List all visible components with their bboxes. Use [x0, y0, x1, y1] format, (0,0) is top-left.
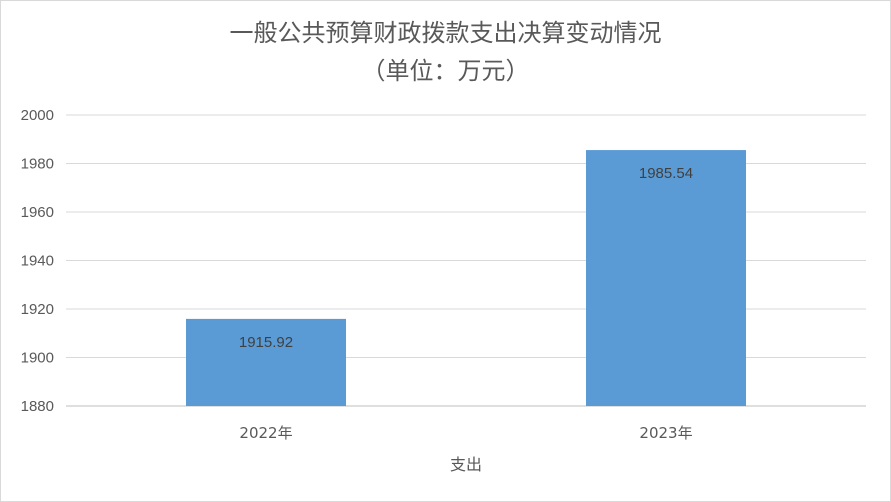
bars [186, 150, 746, 406]
y-tick-label: 1980 [21, 156, 54, 173]
y-tick-label: 1880 [21, 398, 54, 415]
data-labels: 1915.92 1985.54 [239, 165, 693, 351]
y-tick-label: 1900 [21, 350, 54, 367]
y-tick-label: 2000 [21, 107, 54, 124]
chart-title: 一般公共预算财政拨款支出决算变动情况 [229, 19, 662, 47]
x-axis-categories: 2022年 2023年 [239, 424, 692, 442]
bar [586, 150, 746, 406]
data-label: 1915.92 [239, 334, 293, 351]
bar [186, 318, 346, 406]
y-tick-label: 1920 [21, 301, 54, 318]
x-category-label: 2022年 [239, 424, 292, 442]
y-axis-ticks: 1880 1900 1920 1940 1960 1980 2000 [21, 107, 54, 415]
chart-subtitle: （单位：万元） [361, 57, 530, 85]
y-tick-label: 1960 [21, 204, 54, 221]
x-category-label: 2023年 [639, 424, 692, 442]
data-label: 1985.54 [639, 165, 693, 182]
x-axis-label: 支出 [450, 455, 482, 474]
y-tick-label: 1940 [21, 253, 54, 270]
